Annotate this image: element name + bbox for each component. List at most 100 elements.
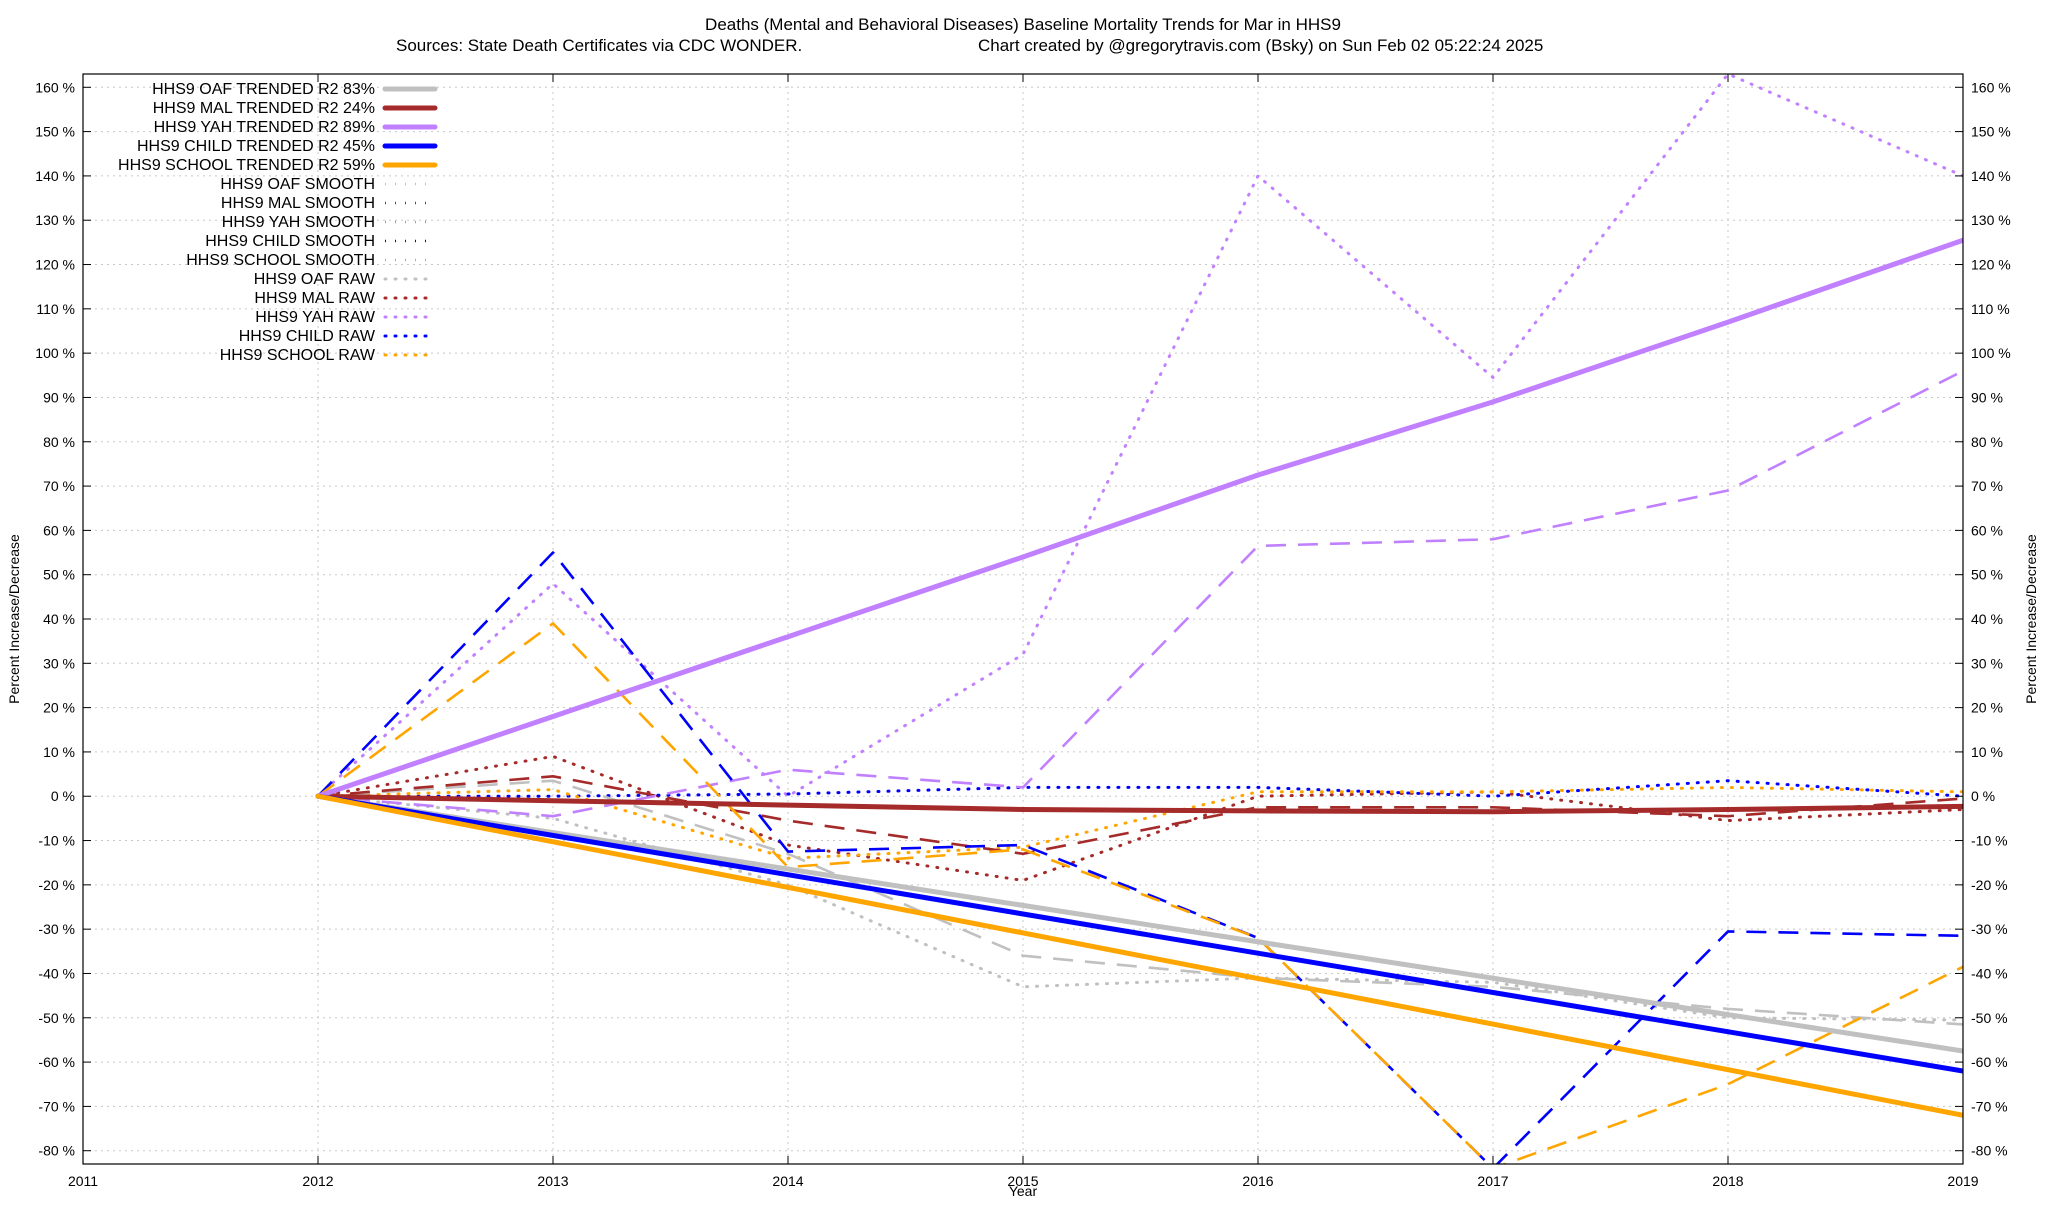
series-line-hhs9-child-smooth bbox=[317, 551, 1963, 1164]
x-tick-label: 2013 bbox=[537, 1173, 568, 1189]
y-tick-label-left: 100 % bbox=[35, 345, 75, 361]
x-tick-label: 2014 bbox=[772, 1173, 803, 1189]
legend: HHS9 OAF TRENDED R2 83% HHS9 MAL TRENDED … bbox=[118, 81, 438, 364]
y-tick-label-left: -20 % bbox=[38, 877, 75, 893]
series-line-hhs9-oaf-smooth bbox=[317, 779, 1963, 1026]
y-tick-label-left: 140 % bbox=[35, 168, 75, 184]
y-tick-label-right: -50 % bbox=[1971, 1010, 2008, 1026]
y-tick-label-left: -80 % bbox=[38, 1143, 75, 1159]
y-tick-label-left: -70 % bbox=[38, 1098, 75, 1114]
y-tick-label-right: 80 % bbox=[1971, 434, 2003, 450]
legend-label: HHS9 OAF TRENDED R2 83% bbox=[152, 81, 375, 98]
legend-label: HHS9 SCHOOL RAW bbox=[220, 347, 376, 364]
y-tick-label-right: -10 % bbox=[1971, 833, 2008, 849]
legend-label: HHS9 SCHOOL TRENDED R2 59% bbox=[118, 157, 375, 174]
y-tick-label-right: 140 % bbox=[1971, 168, 2011, 184]
y-tick-label-right: 120 % bbox=[1971, 257, 2011, 273]
series-line-hhs9-yah-trended-r2-89 bbox=[315, 237, 1963, 799]
y-tick-label-right: 130 % bbox=[1971, 212, 2011, 228]
series-line-hhs9-school-smooth bbox=[317, 622, 1963, 1164]
series-line-hhs9-child-trended-r2-45 bbox=[315, 793, 1963, 1074]
y-tick-label-left: 120 % bbox=[35, 257, 75, 273]
y-tick-label-right: -60 % bbox=[1971, 1054, 2008, 1070]
y-tick-label-right: 0 % bbox=[1971, 788, 1995, 804]
y-tick-label-left: 10 % bbox=[43, 744, 75, 760]
y-tick-label-right: 150 % bbox=[1971, 124, 2011, 140]
y-tick-label-right: 40 % bbox=[1971, 611, 2003, 627]
chart-credit: Chart created by @gregorytravis.com (Bsk… bbox=[978, 36, 1543, 55]
y-tick-label-right: 10 % bbox=[1971, 744, 2003, 760]
y-tick-label-left: 90 % bbox=[43, 389, 75, 405]
y-tick-label-left: 80 % bbox=[43, 434, 75, 450]
legend-label: HHS9 CHILD TRENDED R2 45% bbox=[137, 138, 375, 155]
y-tick-label-left: 50 % bbox=[43, 567, 75, 583]
y-tick-label-left: 150 % bbox=[35, 124, 75, 140]
y-tick-label-left: 40 % bbox=[43, 611, 75, 627]
x-tick-label: 2018 bbox=[1712, 1173, 1743, 1189]
y-axis-label-left: Percent Increase/Decrease bbox=[6, 534, 22, 704]
series-line-hhs9-yah-smooth bbox=[317, 369, 1963, 818]
y-tick-label-left: 0 % bbox=[51, 788, 75, 804]
legend-label: HHS9 OAF SMOOTH bbox=[220, 176, 375, 193]
tick-layer: 2011 2012 2013 2014 2015 2016 2017 2018 2019 160 … bbox=[35, 74, 2011, 1189]
chart-title: Deaths (Mental and Behavioral Diseases) … bbox=[705, 15, 1341, 34]
y-tick-label-right: 90 % bbox=[1971, 389, 2003, 405]
x-tick-label: 2019 bbox=[1947, 1173, 1978, 1189]
y-tick-label-right: 50 % bbox=[1971, 567, 2003, 583]
series-line-hhs9-mal-smooth bbox=[317, 774, 1963, 856]
y-tick-label-right: 60 % bbox=[1971, 522, 2003, 538]
x-tick-label: 2017 bbox=[1477, 1173, 1508, 1189]
y-tick-label-left: 130 % bbox=[35, 212, 75, 228]
y-tick-label-right: 70 % bbox=[1971, 478, 2003, 494]
chart-source: Sources: State Death Certificates via CD… bbox=[396, 36, 802, 55]
y-tick-label-right: 100 % bbox=[1971, 345, 2011, 361]
y-tick-label-left: -60 % bbox=[38, 1054, 75, 1070]
y-tick-label-right: -80 % bbox=[1971, 1143, 2008, 1159]
x-tick-label: 2016 bbox=[1242, 1173, 1273, 1189]
y-tick-label-left: 20 % bbox=[43, 700, 75, 716]
series-line-hhs9-school-raw bbox=[316, 785, 1963, 860]
y-tick-label-left: -40 % bbox=[38, 965, 75, 981]
y-tick-label-right: -70 % bbox=[1971, 1098, 2008, 1114]
y-tick-label-right: 160 % bbox=[1971, 79, 2011, 95]
y-tick-label-right: -40 % bbox=[1971, 965, 2008, 981]
legend-label: HHS9 OAF RAW bbox=[254, 271, 376, 288]
legend-label: HHS9 CHILD RAW bbox=[239, 328, 376, 345]
legend-label: HHS9 MAL SMOOTH bbox=[221, 195, 375, 212]
y-tick-label-left: 30 % bbox=[43, 655, 75, 671]
y-tick-label-left: 110 % bbox=[36, 301, 75, 317]
x-tick-label: 2012 bbox=[302, 1173, 333, 1189]
legend-label: HHS9 MAL RAW bbox=[254, 290, 376, 307]
y-tick-label-right: -30 % bbox=[1971, 921, 2008, 937]
x-tick-label: 2015 bbox=[1007, 1173, 1038, 1189]
y-axis-label-right: Percent Increase/Decrease bbox=[2023, 534, 2039, 704]
y-tick-label-left: -30 % bbox=[38, 921, 75, 937]
y-tick-label-right: -20 % bbox=[1971, 877, 2008, 893]
y-tick-label-left: 60 % bbox=[43, 522, 75, 538]
series-line-hhs9-oaf-trended-r2-83 bbox=[315, 793, 1963, 1054]
series-line-hhs9-mal-raw bbox=[316, 754, 1963, 882]
legend-label: HHS9 YAH TRENDED R2 89% bbox=[154, 119, 375, 136]
legend-label: HHS9 YAH RAW bbox=[255, 309, 376, 326]
x-axis-label: Year bbox=[1009, 1183, 1038, 1199]
legend-label: HHS9 CHILD SMOOTH bbox=[205, 233, 375, 250]
x-tick-label: 2011 bbox=[68, 1173, 98, 1189]
series-line-hhs9-yah-raw bbox=[316, 74, 1963, 798]
legend-label: HHS9 SCHOOL SMOOTH bbox=[186, 252, 375, 269]
series-layer bbox=[315, 74, 1963, 1164]
legend-label: HHS9 MAL TRENDED R2 24% bbox=[153, 100, 375, 117]
series-line-hhs9-mal-trended-r2-24 bbox=[315, 793, 1963, 815]
y-tick-label-left: 160 % bbox=[35, 79, 75, 95]
y-tick-label-right: 20 % bbox=[1971, 700, 2003, 716]
y-tick-label-right: 110 % bbox=[1971, 301, 2010, 317]
y-tick-label-left: 70 % bbox=[43, 478, 75, 494]
y-tick-label-left: -10 % bbox=[38, 833, 75, 849]
y-tick-label-left: -50 % bbox=[38, 1010, 75, 1026]
series-line-hhs9-school-trended-r2-59 bbox=[315, 793, 1963, 1118]
series-line-hhs9-child-raw bbox=[316, 779, 1963, 798]
y-tick-label-right: 30 % bbox=[1971, 655, 2003, 671]
grid-layer bbox=[83, 74, 1963, 1164]
legend-label: HHS9 YAH SMOOTH bbox=[222, 214, 375, 231]
